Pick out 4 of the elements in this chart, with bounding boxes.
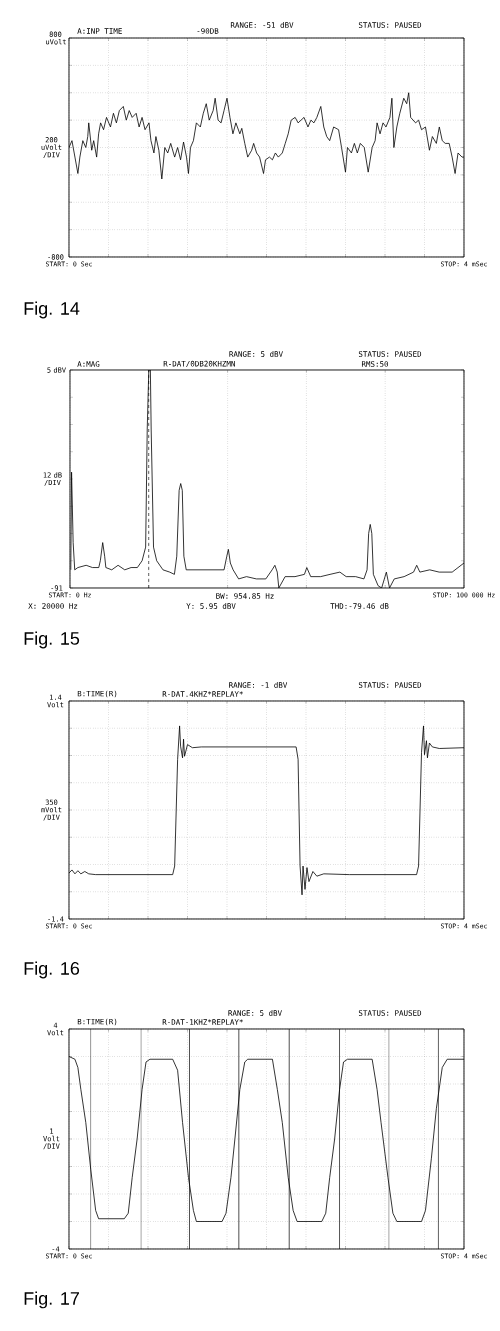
caption: Fig. 14 xyxy=(24,301,80,319)
caption: Fig. 15 xyxy=(24,631,80,649)
caption: Fig. 16 xyxy=(24,961,80,979)
caption: Fig. 17 xyxy=(24,1291,79,1309)
